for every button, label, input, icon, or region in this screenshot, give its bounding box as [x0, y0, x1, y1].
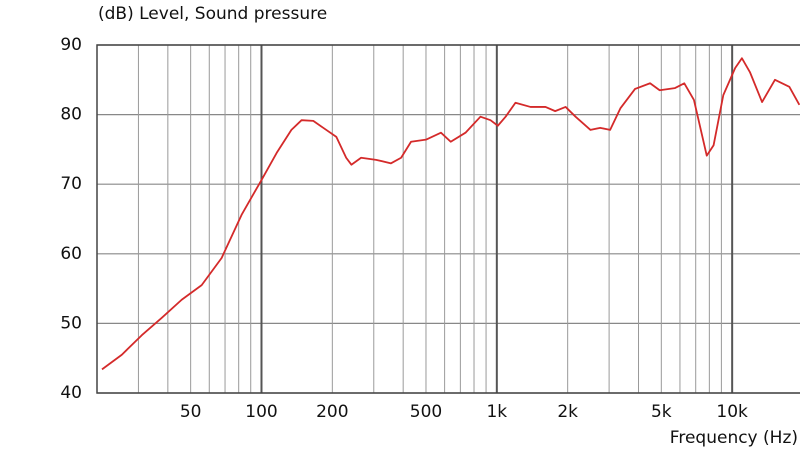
- x-tick-label: 5k: [651, 402, 672, 422]
- x-tick-label: 10k: [716, 402, 748, 422]
- x-tick-label: 100: [245, 402, 277, 422]
- x-tick-label: 50: [180, 402, 202, 422]
- y-tick-label: 60: [60, 244, 82, 264]
- tick-labels: 40 50 60 70 80 90 50 100 200 500 1k 2k 5k 10k: [60, 35, 748, 422]
- plot-area: [101, 57, 800, 371]
- x-axis-title: Frequency (Hz): [670, 428, 798, 448]
- y-tick-label: 40: [60, 383, 82, 403]
- x-tick-label: 500: [410, 402, 442, 422]
- y-tick-label: 90: [60, 35, 82, 55]
- chart-title: (dB) Level, Sound pressure: [98, 4, 327, 24]
- x-tick-label: 1k: [486, 402, 507, 422]
- plot-frame: [96, 44, 800, 394]
- y-tick-label: 70: [60, 174, 82, 194]
- response-line: [101, 57, 800, 371]
- grid: [96, 44, 800, 394]
- y-tick-label: 80: [60, 105, 82, 125]
- y-tick-label: 50: [60, 313, 82, 333]
- x-tick-label: 2k: [557, 402, 578, 422]
- x-tick-label: 200: [316, 402, 348, 422]
